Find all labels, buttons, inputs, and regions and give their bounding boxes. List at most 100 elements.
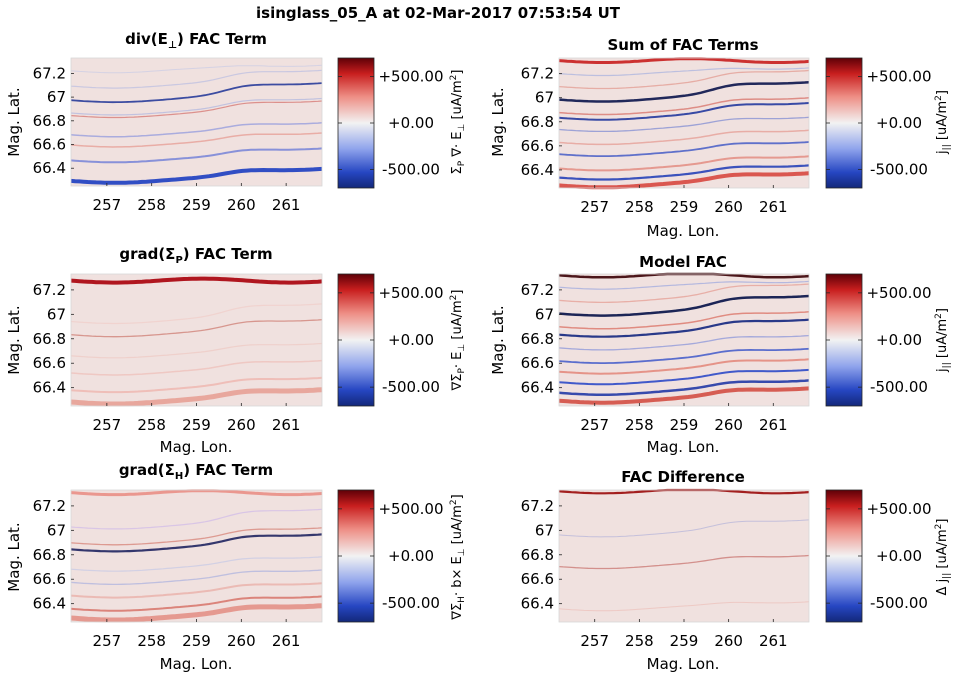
field-contour-7 — [558, 97, 810, 116]
plot-background — [559, 58, 809, 188]
colorbar: +500.00 +0.00 -500.00 — [337, 489, 444, 623]
y-tick-label: 66.8 — [33, 330, 66, 348]
y-tick-label: 67.2 — [33, 497, 66, 515]
colorbar-tick-label: +500.00 — [378, 68, 443, 86]
x-tick-label: 258 — [137, 196, 166, 214]
field-contour-5 — [558, 116, 810, 133]
panel-grad-sigma-h-fac-term: grad(ΣH) FAC Term 257 258 259 260 261 66.466… — [5, 461, 467, 673]
field-contour-8 — [70, 64, 323, 74]
x-axis-label: Mag. Lon. — [160, 655, 233, 673]
field-contour-3 — [558, 358, 810, 375]
colorbar-gradient — [825, 489, 863, 623]
field-contour-2 — [70, 132, 323, 148]
field-contour-5 — [558, 334, 810, 351]
x-tick-label: 257 — [93, 416, 122, 434]
colorbar: +500.00 +0.00 -500.00 — [825, 273, 932, 407]
x-tick-label: 257 — [580, 198, 609, 216]
x-tick-label: 259 — [670, 198, 699, 216]
colorbar-tick-label: +0.00 — [876, 114, 922, 132]
colorbar-tick-label: -500.00 — [870, 378, 928, 396]
panel-title: div(E⊥) FAC Term — [125, 30, 267, 51]
x-tick-label: 260 — [714, 416, 743, 434]
field-contour-1 — [70, 595, 323, 612]
heatmap-plot — [558, 272, 810, 407]
field-contour-4 — [558, 347, 810, 364]
figure-title: isinglass_05_A at 02-Mar-2017 07:53:54 U… — [256, 4, 621, 22]
field-contour-4 — [70, 97, 323, 116]
x-tick-label: 259 — [670, 416, 699, 434]
y-axis-label: Mag. Lat. — [5, 522, 23, 591]
colorbar: +500.00 +0.00 -500.00 — [825, 57, 932, 189]
y-tick-label: 67.2 — [33, 64, 66, 82]
y-tick-label: 67.2 — [521, 281, 554, 299]
field-contour-1 — [558, 164, 810, 181]
heatmap-plot — [558, 57, 810, 190]
y-axis-label: Mag. Lat. — [5, 87, 23, 156]
x-tick-label: 258 — [137, 632, 166, 650]
panel-fac-difference: FAC Difference 257 258 259 260 261 66.466.66… — [521, 468, 952, 673]
heatmap-plot — [70, 489, 323, 623]
colorbar: +500.00 +0.00 -500.00 — [337, 57, 444, 189]
y-tick-labels: 66.4 66.6 66.8 67 67.2 — [521, 65, 562, 179]
field-contour-8 — [558, 80, 810, 103]
y-tick-label: 66.8 — [521, 330, 554, 348]
y-tick-labels: 66.4 66.6 66.8 67 67.2 — [33, 64, 74, 177]
colorbar-label: ΣP ∇· E⊥ [uA/m2] — [449, 69, 467, 174]
field-contour-5 — [70, 533, 323, 553]
panel-model-fac: Model FAC 257 258 259 260 261 66.4 66.6 66.8 67… — [489, 253, 952, 456]
heatmap-plot — [70, 273, 323, 407]
colorbar-tick-label: -500.00 — [870, 160, 928, 178]
y-axis-label: Mag. Lat. — [489, 305, 507, 374]
colorbar-gradient — [337, 57, 375, 189]
plot-background — [71, 274, 322, 406]
heatmap-plot — [558, 488, 810, 623]
x-tick-label: 260 — [227, 416, 256, 434]
y-tick-label: 66.6 — [521, 570, 554, 588]
y-tick-label: 67 — [535, 521, 554, 539]
field-contour-6 — [70, 527, 323, 546]
panel-sum-of-fac-terms: Sum of FAC Terms 257 258 259 260 261 66.466.… — [489, 36, 952, 240]
field-contour-7 — [558, 311, 810, 330]
plot-background — [71, 490, 322, 622]
field-contour-4 — [70, 319, 323, 338]
colorbar-tick-label: -500.00 — [382, 160, 440, 178]
panel-title: grad(ΣP) FAC Term — [119, 245, 272, 266]
field-contour-3 — [70, 342, 323, 359]
colorbar-tick-label: +500.00 — [866, 68, 931, 86]
y-tick-label: 66.4 — [33, 159, 66, 177]
y-tick-label: 66.4 — [33, 595, 66, 613]
x-tick-labels: 257 258 259 260 261 — [580, 403, 788, 434]
y-tick-label: 67 — [47, 305, 66, 323]
field-contour-7 — [70, 508, 323, 530]
y-tick-label: 67.2 — [521, 497, 554, 515]
field-contour-1 — [558, 379, 810, 397]
plot-background — [559, 274, 809, 406]
colorbar-tick-label: +500.00 — [378, 500, 443, 518]
x-tick-label: 261 — [272, 416, 301, 434]
y-tick-label: 66.6 — [33, 570, 66, 588]
y-axis-label: Mag. Lat. — [489, 87, 507, 156]
field-contour-9 — [558, 283, 810, 304]
field-contour-3 — [70, 569, 323, 586]
y-tick-label: 66.8 — [33, 112, 66, 130]
y-axis-label: Mag. Lat. — [5, 305, 23, 374]
y-tick-label: 66.8 — [521, 546, 554, 564]
field-contour-0 — [70, 387, 323, 407]
field-contour-6 — [70, 276, 323, 285]
x-axis-label: Mag. Lon. — [647, 655, 720, 673]
field-contour-2 — [70, 359, 323, 376]
field-contour-0 — [70, 603, 323, 623]
plot-background — [559, 490, 809, 622]
panel-title: Sum of FAC Terms — [607, 36, 758, 54]
x-tick-label: 259 — [670, 632, 699, 650]
field-contour-2 — [558, 601, 810, 612]
field-contour-10 — [558, 280, 810, 290]
y-tick-labels: 66.4 66.6 66.8 67 67.2 — [521, 497, 562, 613]
y-tick-labels: 66.4 66.6 66.8 67 67.2 — [521, 281, 562, 397]
colorbar-label: Δ j|| [uA/m2] — [934, 519, 952, 596]
colorbar-tick-label: -500.00 — [382, 594, 440, 612]
x-tick-label: 260 — [714, 632, 743, 650]
panel-title: FAC Difference — [621, 468, 745, 486]
y-tick-label: 67 — [535, 305, 554, 323]
panel-title: Model FAC — [639, 253, 727, 271]
